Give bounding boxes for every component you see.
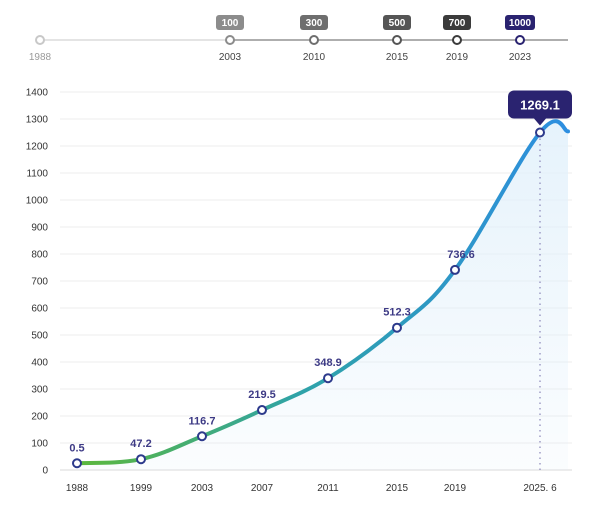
- milestone-badge: [443, 15, 471, 30]
- milestone-dot: [452, 35, 462, 45]
- y-tick-label: 500: [31, 331, 48, 342]
- milestone-value: 1000: [509, 18, 532, 29]
- milestone-dot: [225, 35, 235, 45]
- x-tick-label: 2007: [251, 483, 274, 494]
- y-tick-label: 900: [31, 223, 48, 234]
- y-tick-label: 0: [42, 466, 48, 477]
- y-tick-label: 1200: [26, 142, 49, 153]
- milestone-timeline: 1988 100 2003 300 2010 500 2015 700 2019 1000 2023: [29, 15, 568, 63]
- milestone-year: 2010: [303, 52, 326, 63]
- area-fill-shape: [77, 121, 568, 470]
- data-point: [392, 322, 402, 333]
- data-point: [72, 458, 82, 469]
- milestone-badge: [300, 15, 328, 30]
- data-label: 512.3: [383, 307, 411, 319]
- milestone-value: 500: [389, 18, 406, 29]
- y-tick-label: 700: [31, 277, 48, 288]
- milestone-value: 300: [306, 18, 323, 29]
- data-label: 219.5: [248, 389, 276, 401]
- data-point: [450, 264, 460, 275]
- area-fill: [77, 121, 568, 470]
- data-point: [197, 431, 207, 442]
- data-point: [535, 127, 545, 138]
- milestone-dot: [515, 35, 525, 45]
- data-markers: [72, 127, 545, 470]
- data-point: [136, 454, 146, 465]
- timeline-start-year: 1988: [29, 52, 52, 63]
- y-tick-label: 400: [31, 358, 48, 369]
- milestone-badge: [383, 15, 411, 30]
- timeline-start-dot: [35, 35, 45, 45]
- highlight-callout-value: 1269.1: [520, 98, 560, 113]
- y-tick-label: 100: [31, 439, 48, 450]
- milestone-badge: [505, 15, 535, 30]
- milestone-dot: [392, 35, 402, 45]
- series-line-path: [75, 119, 570, 466]
- x-tick-label: 2025. 6: [523, 483, 557, 494]
- data-label: 348.9: [314, 357, 342, 369]
- x-tick-label: 1988: [66, 483, 89, 494]
- milestone-year: 2015: [386, 52, 409, 63]
- x-tick-label: 1999: [130, 483, 153, 494]
- y-tick-label: 1100: [26, 169, 48, 180]
- data-point: [323, 373, 333, 384]
- milestone-badge: [216, 15, 244, 30]
- x-tick-label: 2003: [191, 483, 214, 494]
- data-label: 0.5: [69, 442, 84, 454]
- milestone-dot: [309, 35, 319, 45]
- data-point: [257, 405, 267, 416]
- highlight-callout-box: [508, 90, 572, 119]
- y-tick-label: 200: [31, 412, 48, 423]
- milestone-year: 2019: [446, 52, 469, 63]
- y-tick-label: 1400: [26, 88, 49, 99]
- y-tick-label: 800: [31, 250, 48, 261]
- milestone-year: 2023: [509, 52, 532, 63]
- x-tick-label: 2011: [317, 483, 339, 494]
- series-line: [75, 119, 570, 466]
- milestone-value: 700: [449, 18, 466, 29]
- milestone-year: 2003: [219, 52, 242, 63]
- data-label: 47.2: [130, 438, 151, 450]
- data-label: 116.7: [189, 415, 216, 427]
- y-tick-label: 1300: [26, 115, 49, 126]
- x-tick-label: 2019: [444, 483, 467, 494]
- x-tick-label: 2015: [386, 483, 409, 494]
- y-tick-label: 1000: [26, 196, 49, 207]
- y-tick-label: 300: [31, 385, 48, 396]
- data-labels: 0.5 47.2 116.7 219.5 348.9 512.3 736.6 1269.1: [69, 90, 572, 454]
- milestone-value: 100: [222, 18, 239, 29]
- highlight-callout-pointer: [534, 118, 546, 126]
- y-tick-label: 600: [31, 304, 48, 315]
- data-label: 736.6: [447, 249, 475, 261]
